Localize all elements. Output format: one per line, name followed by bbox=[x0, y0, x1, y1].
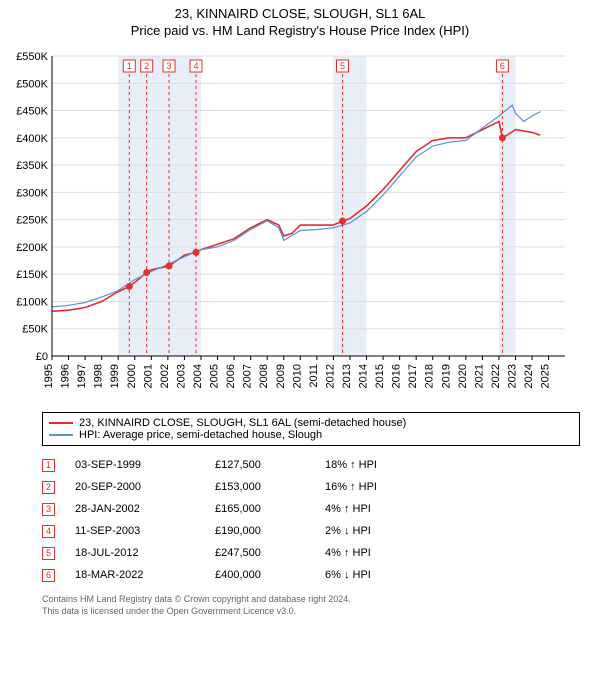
svg-text:2024: 2024 bbox=[523, 364, 535, 388]
svg-text:£350K: £350K bbox=[16, 160, 48, 172]
svg-text:2004: 2004 bbox=[192, 364, 204, 388]
legend-swatch bbox=[49, 434, 73, 436]
transaction-delta: 16% ↑ HPI bbox=[325, 481, 435, 493]
transaction-marker: 2 bbox=[42, 481, 55, 494]
svg-text:1995: 1995 bbox=[43, 364, 55, 388]
transaction-price: £247,500 bbox=[215, 547, 325, 559]
svg-text:2001: 2001 bbox=[142, 364, 154, 388]
transactions-table: 1 03-SEP-1999£127,50018% ↑ HPI 2 20-SEP-200… bbox=[42, 454, 580, 586]
svg-text:1999: 1999 bbox=[109, 364, 121, 388]
price-chart: £0 £50K £100K £150K £200K £250K £300K £350K £400… bbox=[10, 46, 590, 406]
svg-text:2019: 2019 bbox=[440, 364, 452, 388]
svg-text:2012: 2012 bbox=[324, 364, 336, 388]
transaction-price: £190,000 bbox=[215, 525, 325, 537]
footer-attribution: Contains HM Land Registry data © Crown c… bbox=[42, 594, 580, 617]
svg-text:2013: 2013 bbox=[341, 364, 353, 388]
transaction-row: 3 28-JAN-2002£165,0004% ↑ HPI bbox=[42, 498, 580, 520]
transaction-marker: 5 bbox=[42, 547, 55, 560]
legend: 23, KINNAIRD CLOSE, SLOUGH, SL1 6AL (sem… bbox=[42, 412, 580, 446]
svg-text:£400K: £400K bbox=[16, 133, 48, 145]
transaction-price: £400,000 bbox=[215, 569, 325, 581]
transaction-delta: 2% ↓ HPI bbox=[325, 525, 435, 537]
transaction-row: 5 18-JUL-2012£247,5004% ↑ HPI bbox=[42, 542, 580, 564]
transaction-row: 4 11-SEP-2003£190,0002% ↓ HPI bbox=[42, 520, 580, 542]
svg-text:2008: 2008 bbox=[258, 364, 270, 388]
transaction-date: 20-SEP-2000 bbox=[75, 481, 215, 493]
svg-text:£250K: £250K bbox=[16, 215, 48, 227]
transaction-marker: 6 bbox=[42, 569, 55, 582]
svg-text:1996: 1996 bbox=[60, 364, 72, 388]
transaction-date: 28-JAN-2002 bbox=[75, 503, 215, 515]
svg-text:£0: £0 bbox=[36, 351, 48, 363]
svg-text:2: 2 bbox=[144, 61, 149, 71]
svg-text:£150K: £150K bbox=[16, 269, 48, 281]
svg-text:4: 4 bbox=[194, 61, 199, 71]
legend-row: 23, KINNAIRD CLOSE, SLOUGH, SL1 6AL (sem… bbox=[49, 417, 573, 429]
svg-text:£100K: £100K bbox=[16, 296, 48, 308]
svg-text:2002: 2002 bbox=[159, 364, 171, 388]
svg-text:2025: 2025 bbox=[540, 364, 552, 388]
svg-text:£200K: £200K bbox=[16, 242, 48, 254]
transaction-row: 1 03-SEP-1999£127,50018% ↑ HPI bbox=[42, 454, 580, 476]
svg-text:2000: 2000 bbox=[126, 364, 138, 388]
svg-text:2006: 2006 bbox=[225, 364, 237, 388]
svg-text:£300K: £300K bbox=[16, 187, 48, 199]
legend-label: HPI: Average price, semi-detached house,… bbox=[79, 429, 322, 441]
transaction-price: £127,500 bbox=[215, 459, 325, 471]
transaction-date: 18-MAR-2022 bbox=[75, 569, 215, 581]
svg-text:£500K: £500K bbox=[16, 78, 48, 90]
transaction-row: 2 20-SEP-2000£153,00016% ↑ HPI bbox=[42, 476, 580, 498]
svg-text:2005: 2005 bbox=[209, 364, 221, 388]
svg-text:6: 6 bbox=[500, 61, 505, 71]
transaction-delta: 4% ↑ HPI bbox=[325, 547, 435, 559]
svg-text:2015: 2015 bbox=[374, 364, 386, 388]
svg-text:2017: 2017 bbox=[407, 364, 419, 388]
svg-text:1: 1 bbox=[127, 61, 132, 71]
legend-swatch bbox=[49, 422, 73, 424]
svg-text:£550K: £550K bbox=[16, 51, 48, 63]
svg-text:2011: 2011 bbox=[308, 364, 320, 388]
footer-line-2: This data is licensed under the Open Gov… bbox=[42, 606, 580, 618]
svg-text:£50K: £50K bbox=[22, 324, 48, 336]
svg-text:2009: 2009 bbox=[275, 364, 287, 388]
transaction-marker: 4 bbox=[42, 525, 55, 538]
transaction-price: £165,000 bbox=[215, 503, 325, 515]
svg-text:3: 3 bbox=[167, 61, 172, 71]
transaction-date: 18-JUL-2012 bbox=[75, 547, 215, 559]
legend-label: 23, KINNAIRD CLOSE, SLOUGH, SL1 6AL (sem… bbox=[79, 417, 406, 429]
page-subtitle: Price paid vs. HM Land Registry's House … bbox=[0, 23, 600, 38]
svg-text:2023: 2023 bbox=[507, 364, 519, 388]
transaction-price: £153,000 bbox=[215, 481, 325, 493]
legend-row: HPI: Average price, semi-detached house,… bbox=[49, 429, 573, 441]
svg-text:2014: 2014 bbox=[358, 364, 370, 388]
svg-text:2003: 2003 bbox=[175, 364, 187, 388]
transaction-delta: 6% ↓ HPI bbox=[325, 569, 435, 581]
svg-text:2010: 2010 bbox=[291, 364, 303, 388]
svg-text:2007: 2007 bbox=[242, 364, 254, 388]
svg-text:1997: 1997 bbox=[76, 364, 88, 388]
svg-text:2020: 2020 bbox=[457, 364, 469, 388]
page-title: 23, KINNAIRD CLOSE, SLOUGH, SL1 6AL bbox=[0, 6, 600, 21]
transaction-marker: 1 bbox=[42, 459, 55, 472]
svg-text:2018: 2018 bbox=[424, 364, 436, 388]
transaction-row: 6 18-MAR-2022£400,0006% ↓ HPI bbox=[42, 564, 580, 586]
transaction-delta: 18% ↑ HPI bbox=[325, 459, 435, 471]
svg-text:1998: 1998 bbox=[93, 364, 105, 388]
svg-text:2021: 2021 bbox=[473, 364, 485, 388]
transaction-date: 11-SEP-2003 bbox=[75, 525, 215, 537]
svg-text:2022: 2022 bbox=[490, 364, 502, 388]
svg-text:£450K: £450K bbox=[16, 106, 48, 118]
svg-text:2016: 2016 bbox=[391, 364, 403, 388]
transaction-marker: 3 bbox=[42, 503, 55, 516]
transaction-date: 03-SEP-1999 bbox=[75, 459, 215, 471]
svg-text:5: 5 bbox=[340, 61, 345, 71]
transaction-delta: 4% ↑ HPI bbox=[325, 503, 435, 515]
footer-line-1: Contains HM Land Registry data © Crown c… bbox=[42, 594, 580, 606]
